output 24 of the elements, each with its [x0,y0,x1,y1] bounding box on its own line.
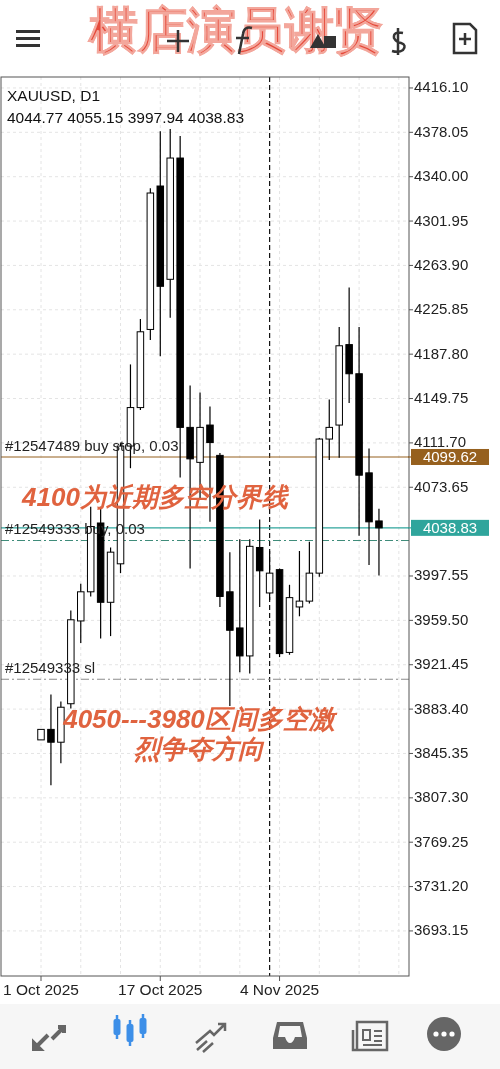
y-tick-label: 4340.00 [414,167,469,185]
y-tick-label: 3921.45 [414,655,469,673]
y-tick-label: 4225.85 [414,300,469,318]
y-tick-label: 4187.80 [414,344,469,362]
y-tick-label: 4149.75 [414,389,469,407]
y-tick-label: 4378.05 [414,122,469,140]
y-tick-label: 3731.20 [414,877,469,895]
y-tick-label: 3997.55 [414,566,469,584]
y-tick-label: 4263.90 [414,255,469,273]
text: XAUUSD, D1 [7,87,101,104]
y-tick-label: 3883.40 [414,699,469,717]
y-tick-label: 4301.95 [414,211,469,229]
y-tick-label: 3807.30 [414,788,469,806]
y-tick-label: 4111.70 [414,433,466,451]
y-tick-label: 3769.25 [414,832,469,850]
y-tick-label: 3693.15 [414,921,469,939]
x-tick-label: 1 Oct 2025 [3,981,79,998]
y-tick-label: 3959.50 [414,610,469,628]
x-tick-label: 17 Oct 2025 [118,981,203,998]
y-tick-label: 4416.10 [414,78,469,96]
y-tick-label: 3845.35 [414,743,469,761]
x-tick-label: 4 Nov 2025 [239,981,320,998]
annotation: 4044.77 4055.15 3997.94 4038.83 [7,109,245,126]
y-tick-label: 4073.65 [414,477,469,495]
